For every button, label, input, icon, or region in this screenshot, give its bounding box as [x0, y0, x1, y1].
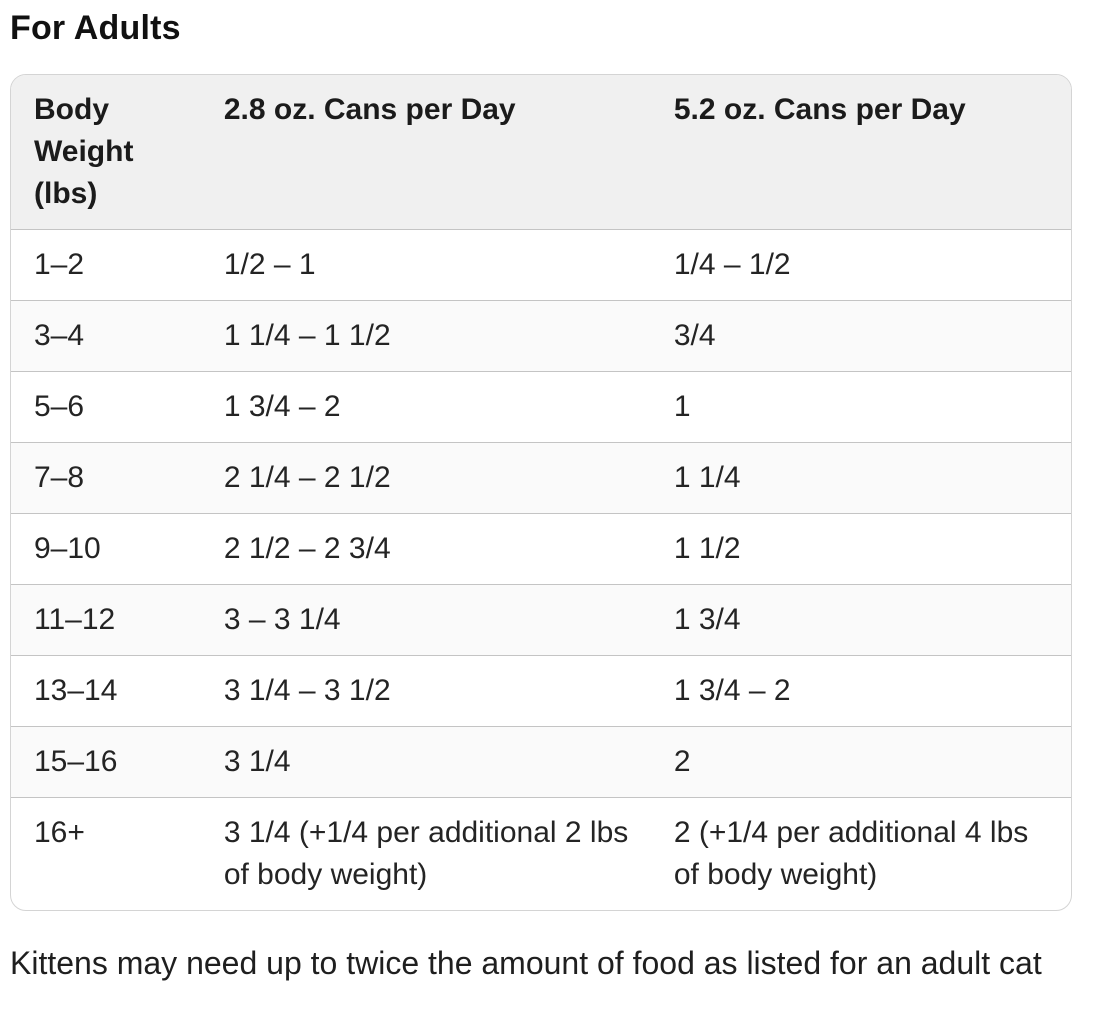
table-row: 15–16 3 1/4 2 [11, 726, 1071, 798]
page-title: For Adults [10, 9, 181, 47]
cans-2-8-cell: 1/2 – 1 [200, 229, 651, 301]
column-header-5-2-oz-cans: 5.2 oz. Cans per Day [650, 75, 1071, 230]
body-weight-cell: 7–8 [11, 442, 201, 514]
table-row: 9–10 2 1/2 – 2 3/4 1 1/2 [11, 513, 1071, 585]
body-weight-cell: 11–12 [11, 584, 201, 656]
table-row: 13–14 3 1/4 – 3 1/2 1 3/4 – 2 [11, 655, 1071, 727]
cans-2-8-cell: 3 – 3 1/4 [200, 584, 651, 656]
cans-2-8-cell: 1 3/4 – 2 [200, 371, 651, 443]
cans-5-2-cell: 1 3/4 [650, 584, 1071, 656]
body-weight-cell: 9–10 [11, 513, 201, 585]
body-weight-cell: 13–14 [11, 655, 201, 727]
cans-2-8-cell: 3 1/4 [200, 726, 651, 798]
kitten-footnote: Kittens may need up to twice the amount … [10, 945, 1042, 981]
cans-2-8-cell: 2 1/2 – 2 3/4 [200, 513, 651, 585]
feeding-table: Body Weight (lbs) 2.8 oz. Cans per Day 5… [11, 75, 1071, 910]
table-body: 1–2 1/2 – 1 1/4 – 1/2 3–4 1 1/4 – 1 1/2 … [11, 229, 1071, 910]
cans-2-8-cell: 3 1/4 – 3 1/2 [200, 655, 651, 727]
header-row: Body Weight (lbs) 2.8 oz. Cans per Day 5… [11, 75, 1071, 230]
body-weight-cell: 15–16 [11, 726, 201, 798]
table-row: 16+ 3 1/4 (+1/4 per additional 2 lbs of … [11, 797, 1071, 910]
body-weight-cell: 5–6 [11, 371, 201, 443]
table-header: Body Weight (lbs) 2.8 oz. Cans per Day 5… [11, 75, 1071, 230]
cans-5-2-cell: 2 [650, 726, 1071, 798]
cans-5-2-cell: 1/4 – 1/2 [650, 229, 1071, 301]
body-weight-cell: 16+ [11, 797, 201, 910]
cans-2-8-cell: 2 1/4 – 2 1/2 [200, 442, 651, 514]
table-row: 7–8 2 1/4 – 2 1/2 1 1/4 [11, 442, 1071, 514]
cans-5-2-cell: 2 (+1/4 per additional 4 lbs of body wei… [650, 797, 1071, 910]
body-weight-cell: 1–2 [11, 229, 201, 301]
cans-5-2-cell: 1 1/4 [650, 442, 1071, 514]
table-row: 11–12 3 – 3 1/4 1 3/4 [11, 584, 1071, 656]
feeding-table-card: Body Weight (lbs) 2.8 oz. Cans per Day 5… [10, 74, 1072, 911]
table-row: 3–4 1 1/4 – 1 1/2 3/4 [11, 300, 1071, 372]
table-row: 1–2 1/2 – 1 1/4 – 1/2 [11, 229, 1071, 301]
cans-5-2-cell: 3/4 [650, 300, 1071, 372]
table-row: 5–6 1 3/4 – 2 1 [11, 371, 1071, 443]
cans-5-2-cell: 1 1/2 [650, 513, 1071, 585]
column-header-body-weight: Body Weight (lbs) [11, 75, 201, 230]
cans-5-2-cell: 1 3/4 – 2 [650, 655, 1071, 727]
cans-5-2-cell: 1 [650, 371, 1071, 443]
column-header-2-8-oz-cans: 2.8 oz. Cans per Day [200, 75, 651, 230]
body-weight-cell: 3–4 [11, 300, 201, 372]
cans-2-8-cell: 1 1/4 – 1 1/2 [200, 300, 651, 372]
cans-2-8-cell: 3 1/4 (+1/4 per additional 2 lbs of body… [200, 797, 651, 910]
